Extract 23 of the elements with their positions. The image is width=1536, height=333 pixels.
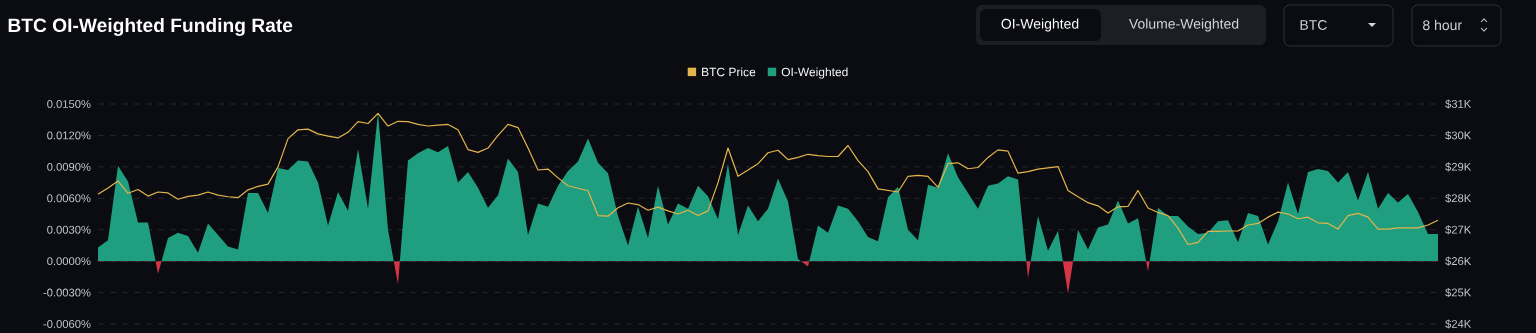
y-tick-label: 0.0150% bbox=[47, 100, 91, 108]
y-tick-label: -0.0030% bbox=[43, 288, 91, 297]
text: 8 hour bbox=[1423, 19, 1462, 31]
chart-title: BTC OI-Weighted Funding Rate bbox=[8, 18, 293, 36]
y2-tick-label: $26K bbox=[1445, 256, 1472, 266]
y-tick-label: 0.0090% bbox=[47, 162, 91, 171]
y2-tick-label: $29K bbox=[1445, 162, 1472, 172]
legend-label: OI-Weighted bbox=[781, 67, 848, 79]
text: OI-Weighted bbox=[1001, 18, 1079, 32]
y-tick-label: -0.0060% bbox=[43, 320, 91, 328]
y2-tick-label: $25K bbox=[1445, 288, 1472, 298]
y-tick-label: 0.0120% bbox=[47, 131, 91, 140]
y2-tick-label: $28K bbox=[1445, 193, 1472, 203]
y-tick-label: 0.0060% bbox=[47, 194, 91, 203]
y2-tick-label: $31K bbox=[1445, 99, 1472, 109]
y2-tick-label: $27K bbox=[1445, 225, 1472, 235]
text: BTC bbox=[1300, 20, 1327, 30]
y2-tick-label: $30K bbox=[1445, 130, 1472, 140]
y2-tick-label: $24K bbox=[1445, 319, 1472, 329]
y-tick-label: 0.0000% bbox=[47, 257, 91, 266]
text: Volume-Weighted bbox=[1128, 18, 1239, 32]
legend-label: BTC Price bbox=[702, 67, 756, 77]
y-tick-label: 0.0030% bbox=[47, 225, 91, 234]
